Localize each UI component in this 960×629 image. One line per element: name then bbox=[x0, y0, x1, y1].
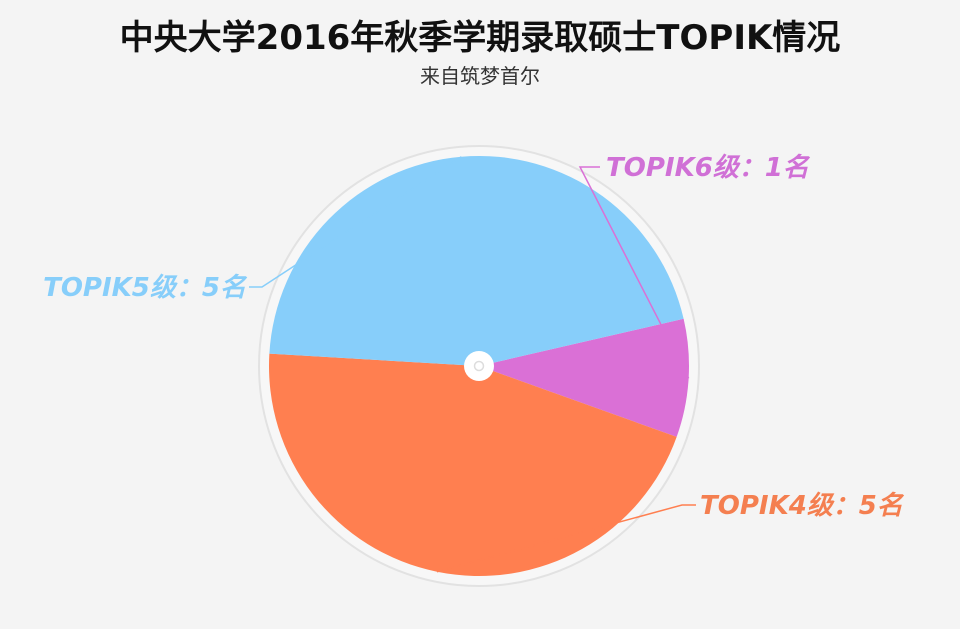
pie-center-hole bbox=[464, 351, 494, 381]
slice-label-1: TOPIK6级：1名 bbox=[606, 153, 811, 183]
chart-title: 中央大学2016年秋季学期录取硕士TOPIK情况 bbox=[119, 18, 841, 58]
leader-line-1 bbox=[578, 166, 690, 379]
pie-center-dot bbox=[473, 360, 485, 372]
slice-label-3: TOPIK5级：5名 bbox=[43, 273, 248, 303]
pie-labels: TOPIK6级：1名 TOPIK4级：5名 TOPIK5级：5名 bbox=[43, 153, 905, 573]
leader-line-2 bbox=[436, 504, 696, 573]
leader-line-3 bbox=[249, 156, 462, 288]
pie-slice-1 bbox=[479, 318, 689, 437]
pie-slice-2 bbox=[269, 353, 677, 577]
pie-slices bbox=[269, 155, 689, 577]
slice-label-2: TOPIK4级：5名 bbox=[700, 491, 905, 521]
pie-slice-3 bbox=[269, 155, 684, 366]
chart-subtitle: 来自筑梦首尔 bbox=[420, 64, 540, 88]
